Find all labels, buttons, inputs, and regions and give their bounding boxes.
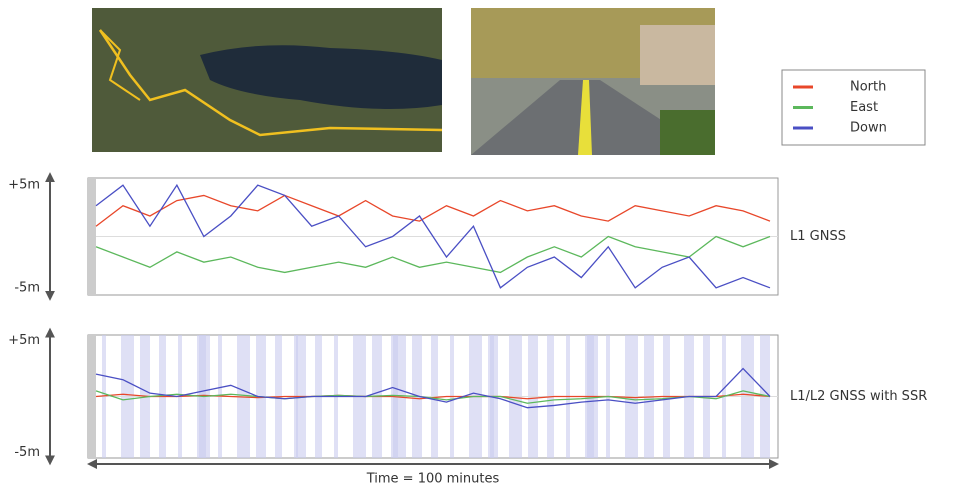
plot-side	[88, 178, 96, 295]
map-image	[92, 8, 442, 152]
y-tick-label: +5m	[8, 333, 40, 348]
figure: North East Down +5m -5m L1 GNSS +5m -5m L1/L2 GN…	[0, 0, 958, 486]
chart-label: L1 GNSS	[790, 229, 846, 244]
chart-label: L1/L2 GNSS with SSR	[790, 389, 927, 404]
y-tick-label: -5m	[14, 280, 40, 295]
legend-label: North	[850, 80, 886, 95]
legend-label: Down	[850, 121, 887, 136]
x-axis-label: Time = 100 minutes	[366, 472, 500, 487]
legend-label: East	[850, 100, 878, 115]
y-tick-label: +5m	[8, 178, 40, 193]
y-tick-label: -5m	[14, 445, 40, 460]
plot-side	[88, 335, 96, 458]
street-image	[471, 8, 715, 155]
